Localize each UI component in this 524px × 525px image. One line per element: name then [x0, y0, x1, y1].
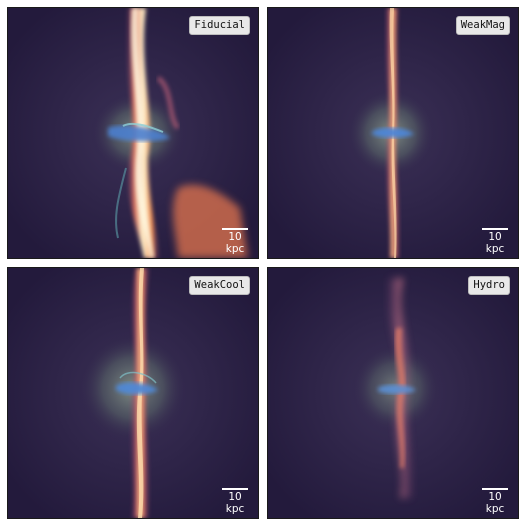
hydro-simulation-image [268, 268, 518, 518]
panel-label: WeakCool [189, 276, 250, 295]
scale-bar-line [222, 228, 248, 230]
weakcool-simulation-image [8, 268, 258, 518]
panel-weakmag: WeakMag 10 kpc [267, 7, 519, 259]
panel-label: Fiducial [189, 16, 250, 35]
panel-fiducial: Fiducial 10 kpc [7, 7, 259, 259]
panel-hydro: Hydro 10 kpc [267, 267, 519, 519]
scale-bar: 10 kpc [218, 228, 252, 255]
scale-bar-label: 10 kpc [225, 491, 245, 515]
scale-bar-label: 10 kpc [225, 231, 245, 255]
scale-bar-line [482, 228, 508, 230]
panel-label: WeakMag [455, 16, 510, 35]
panel-weakcool: WeakCool 10 kpc [7, 267, 259, 519]
panel-label: Hydro [468, 276, 510, 295]
scale-bar: 10 kpc [478, 228, 512, 255]
fiducial-simulation-image [8, 8, 258, 258]
weakmag-simulation-image [268, 8, 518, 258]
scale-bar: 10 kpc [478, 488, 512, 515]
scale-bar-label: 10 kpc [485, 491, 505, 515]
scale-bar: 10 kpc [218, 488, 252, 515]
scale-bar-line [482, 488, 508, 490]
scale-bar-label: 10 kpc [485, 231, 505, 255]
scale-bar-line [222, 488, 248, 490]
